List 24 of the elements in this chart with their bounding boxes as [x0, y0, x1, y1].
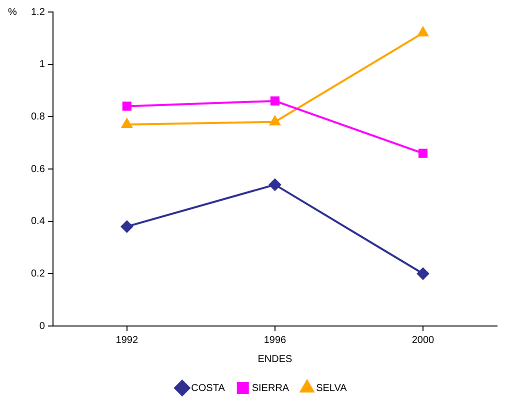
x-axis-title: ENDES	[258, 354, 293, 365]
y-tick-label: 1	[39, 59, 46, 70]
y-tick-label: 0.8	[30, 111, 46, 122]
point	[270, 96, 280, 106]
x-tick-label: 2000	[412, 334, 435, 346]
point	[416, 268, 429, 280]
legend-label: SELVA	[316, 382, 348, 394]
x-tick-label: 1992	[116, 334, 138, 346]
legend-label: SIERRA	[252, 382, 290, 394]
y-tick-label: 0.2	[30, 268, 46, 280]
y-tick-label: 0.6	[30, 164, 46, 175]
y-axis-title: %	[8, 6, 17, 18]
point	[268, 178, 281, 191]
y-tick-label: 1.2	[30, 6, 46, 18]
point	[120, 220, 133, 233]
y-tick-label: 0	[39, 320, 46, 332]
point	[418, 26, 428, 36]
point	[270, 116, 280, 126]
point	[418, 148, 428, 158]
point	[122, 118, 132, 128]
point	[122, 102, 132, 111]
y-tick-label: 0.4	[30, 216, 46, 228]
legend-label: COSTA	[191, 382, 226, 394]
x-tick-label: 1996	[264, 334, 287, 346]
